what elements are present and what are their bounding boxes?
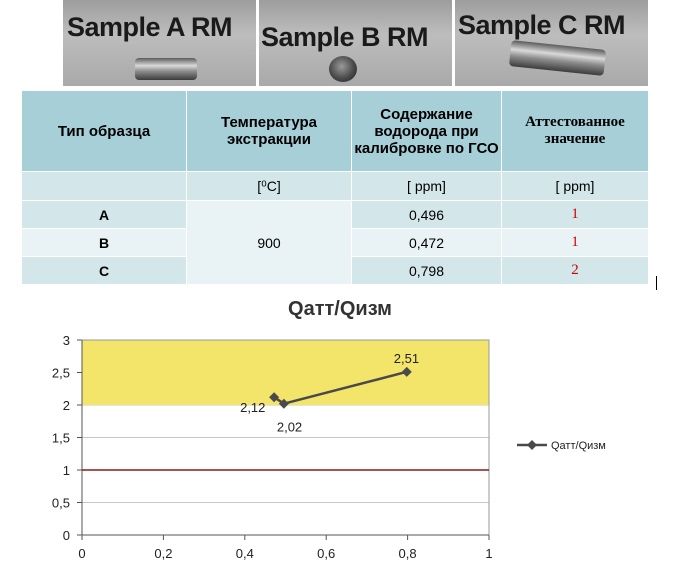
y-tick-label: 0 — [63, 528, 70, 543]
table-row: A 900 0,496 1 — [21, 200, 649, 285]
units-certified: [ ppm] — [501, 171, 649, 201]
row-measured-value: 0,798 — [351, 256, 502, 285]
y-tick-label: 2 — [63, 398, 70, 413]
units-temperature: [⁰С] — [186, 171, 352, 201]
sample-a-label: Sample A RM — [67, 12, 233, 42]
y-tick-label: 0,5 — [52, 496, 70, 511]
row-sample-type: C — [21, 256, 187, 285]
sample-b-label: Sample B RM — [261, 22, 429, 52]
legend-label: Qатт/Qизм — [551, 440, 606, 452]
sample-a-rod — [135, 58, 197, 80]
ratio-line-chart: 0 0,5 1 1,5 2 2,5 3 0 0,2 0,4 0,6 0,8 1 2,12 2,02 2,51… — [52, 333, 606, 561]
sample-b-photo: Sample B RM — [259, 0, 452, 86]
x-tick-label: 0,4 — [236, 546, 254, 561]
row-sample-type: B — [21, 228, 187, 257]
table-row: C 0,798 2 — [21, 256, 649, 285]
table-header-row: Тип образца Температура экстракции Содер… — [21, 90, 649, 172]
y-tick-label: 3 — [63, 333, 70, 348]
x-tick-label: 0,8 — [399, 546, 417, 561]
legend-marker — [527, 440, 537, 450]
y-tick-label: 1,5 — [52, 431, 70, 446]
units-measured: [ ppm] — [351, 171, 502, 201]
row-certified-value: 2 — [501, 256, 649, 285]
row-measured-value: 0,472 — [351, 228, 502, 257]
units-sample-type — [21, 171, 187, 201]
table-row: B 0,472 1 — [21, 228, 649, 257]
table-units-row: [⁰С] [ ppm] [ ppm] — [21, 171, 649, 201]
data-label: 2,02 — [277, 420, 302, 435]
data-label: 2,12 — [240, 400, 265, 415]
x-tick-label: 0,2 — [154, 546, 172, 561]
y-tick-label: 2,5 — [52, 366, 70, 381]
data-point — [401, 366, 412, 377]
y-tick-label: 1 — [63, 463, 70, 478]
row-certified-value: 1 — [501, 228, 649, 257]
row-measured-value: 0,496 — [351, 200, 502, 229]
sample-c-photo: Sample C RM — [455, 0, 648, 86]
x-tick-label: 0 — [78, 546, 85, 561]
x-tick-label: 0,6 — [317, 546, 335, 561]
chart-title: Qатт/Qизм — [288, 298, 392, 320]
row-sample-type: A — [21, 200, 187, 229]
hydrogen-content-table: Тип образца Температура экстракции Содер… — [21, 90, 649, 285]
data-label: 2,51 — [394, 351, 419, 366]
header-extraction-temperature: Температура экстракции — [186, 90, 352, 172]
row-certified-value: 1 — [501, 200, 649, 229]
data-point — [269, 392, 280, 403]
header-hydrogen-content: Содержание водорода при калибровке по ГС… — [351, 90, 502, 172]
text-cursor-mark — [656, 276, 657, 290]
sample-c-rod — [508, 40, 607, 76]
temperature-cell: 900 — [186, 200, 352, 285]
header-sample-type: Тип образца — [21, 90, 187, 172]
sample-b-disc — [329, 56, 357, 82]
sample-c-label: Sample C RM — [458, 10, 626, 40]
data-point — [278, 398, 289, 409]
sample-a-photo: Sample A RM — [63, 0, 256, 86]
header-certified-value: Аттестованное значение — [501, 90, 649, 172]
x-tick-label: 1 — [485, 546, 492, 561]
highlight-band — [82, 340, 489, 405]
